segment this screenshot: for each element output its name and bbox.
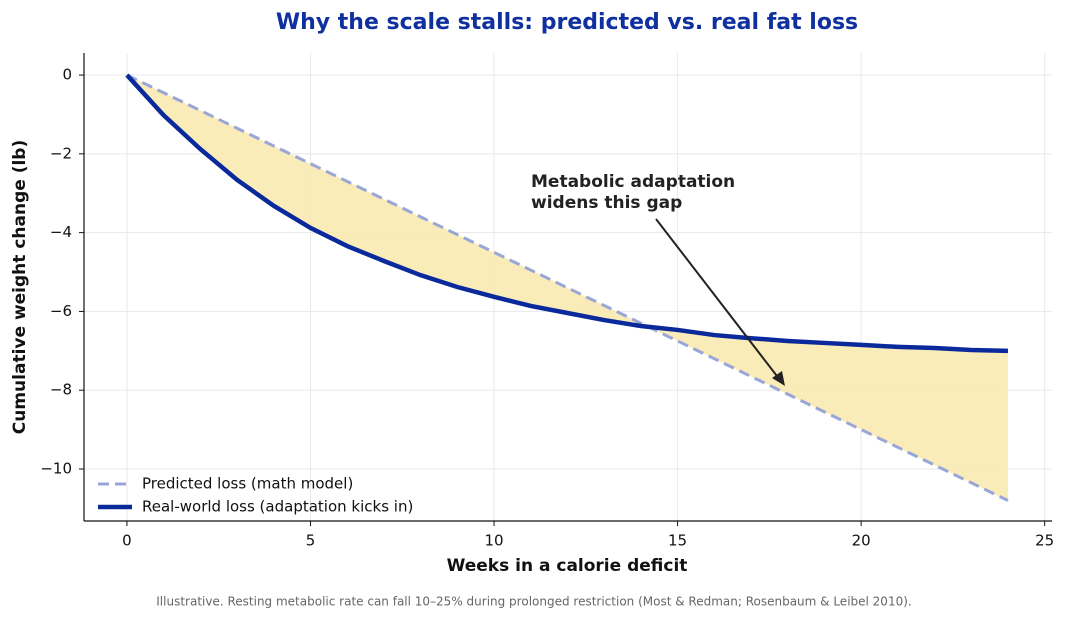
annotation: widens this gap: [531, 193, 682, 213]
legend-label: Predicted loss (math model): [142, 475, 353, 493]
x-tick-label: 5: [306, 532, 316, 550]
y-tick-label: −6: [50, 302, 72, 320]
y-axis-label: Cumulative weight change (lb): [10, 140, 30, 434]
chart-title: Why the scale stalls: predicted vs. real…: [276, 10, 858, 35]
arrow-head: [772, 371, 785, 386]
series-line: [125, 73, 1008, 354]
y-tick-label: −2: [50, 144, 72, 162]
x-tick-label: 10: [484, 532, 503, 550]
series-line: [126, 73, 1009, 502]
y-tick-label: −10: [40, 460, 72, 478]
legend-label: Real-world loss (adaptation kicks in): [142, 498, 413, 516]
annotation: Metabolic adaptation: [531, 172, 735, 192]
x-tick-label: 0: [122, 532, 132, 550]
x-tick-label: 25: [1035, 532, 1054, 550]
x-tick-label: 20: [852, 532, 871, 550]
y-tick-label: −4: [50, 223, 72, 241]
y-tick-label: 0: [62, 66, 72, 84]
annotation-arrow: [655, 218, 781, 381]
x-tick-label: 15: [668, 532, 687, 550]
footnote: Illustrative. Resting metabolic rate can…: [156, 595, 911, 609]
x-axis-label: Weeks in a calorie deficit: [447, 556, 688, 576]
y-tick-label: −8: [50, 381, 72, 399]
